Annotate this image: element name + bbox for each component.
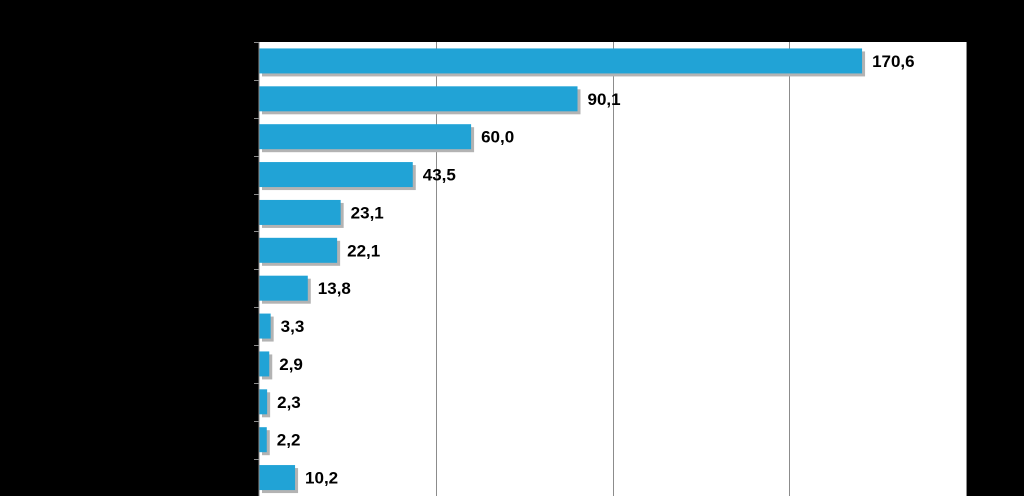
bars <box>259 48 866 494</box>
data-labels: 170,6 90,1 60,0 43,5 23,1 22,1 13,8 3,3 2,9 2,3 2,… <box>277 52 915 488</box>
plot-area <box>259 42 966 496</box>
data-label: 10,2 <box>305 469 338 488</box>
data-label: 170,6 <box>872 52 915 71</box>
gridlines <box>436 42 967 496</box>
bar <box>259 48 863 74</box>
data-label: 60,0 <box>481 128 514 147</box>
bar <box>259 162 413 188</box>
data-label: 90,1 <box>588 90 621 109</box>
data-label: 43,5 <box>423 166 456 185</box>
data-label: 13,8 <box>318 279 351 298</box>
data-label: 22,1 <box>347 241 380 260</box>
bar <box>259 199 341 225</box>
bar <box>259 389 268 415</box>
bar <box>259 427 267 453</box>
data-label: 3,3 <box>281 317 305 336</box>
y-axis-ticks <box>254 42 259 460</box>
bar <box>259 124 472 150</box>
bar <box>259 351 270 377</box>
data-label: 2,9 <box>279 355 303 374</box>
bar <box>259 275 308 301</box>
bar <box>259 237 338 263</box>
data-label: 2,2 <box>277 431 301 450</box>
bar <box>259 465 296 491</box>
bar <box>259 86 578 112</box>
data-label: 2,3 <box>277 393 301 412</box>
data-label: 23,1 <box>351 203 384 222</box>
bar <box>259 313 271 339</box>
